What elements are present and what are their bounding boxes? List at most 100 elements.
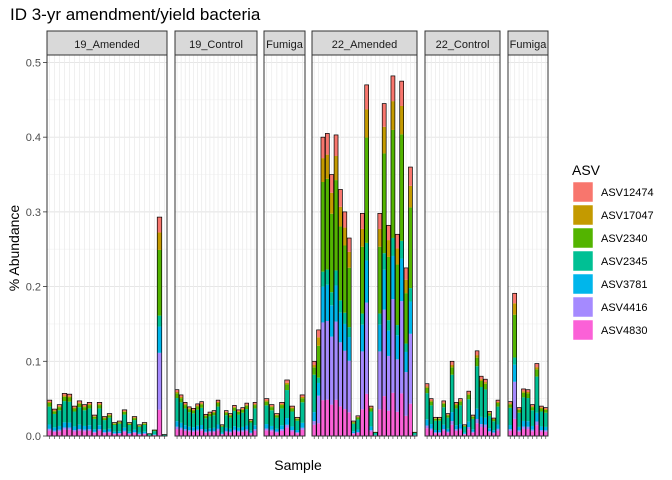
facet-panel: 22_Amended	[311, 30, 418, 439]
bar-segment	[325, 284, 330, 322]
bar-segment	[191, 431, 196, 436]
bar-stack	[294, 416, 300, 437]
bar-segment	[491, 430, 496, 433]
bar-segment	[369, 407, 374, 409]
bar-segment	[244, 429, 249, 432]
bar-stack	[394, 233, 400, 437]
bar-segment	[454, 430, 459, 436]
bar-segment	[437, 417, 442, 419]
bar-segment	[446, 417, 450, 429]
bar-segment	[521, 388, 526, 392]
bar-segment	[316, 377, 321, 383]
bar-segment	[175, 429, 179, 436]
bar-segment	[187, 426, 192, 431]
bar-segment	[338, 342, 343, 407]
bar-stack	[543, 407, 549, 437]
bar-segment	[491, 419, 496, 422]
bar-segment	[279, 408, 285, 426]
bar-segment	[212, 430, 216, 433]
bar-segment	[97, 404, 102, 406]
facet-strip	[46, 30, 168, 56]
bar-segment	[386, 330, 391, 356]
bar-segment	[122, 411, 127, 412]
bar-segment	[72, 407, 77, 409]
bar-segment	[67, 401, 72, 423]
y-tick-label: 0.4	[26, 132, 41, 144]
bar-segment	[483, 427, 488, 436]
bar-segment	[458, 424, 463, 429]
bar-segment	[526, 389, 530, 392]
bar-segment	[369, 408, 374, 412]
bar-segment	[232, 407, 237, 411]
bar-segment	[517, 431, 522, 436]
bar-stack	[342, 211, 348, 437]
bar-segment	[496, 400, 500, 402]
facet-strip	[174, 30, 258, 56]
bar-segment	[228, 432, 233, 436]
bar-segment	[491, 418, 496, 419]
bar-segment	[479, 427, 484, 436]
bar-segment	[224, 432, 229, 436]
bar-segment	[471, 418, 475, 430]
bar-segment	[534, 425, 539, 436]
bar-segment	[107, 414, 112, 416]
bar-segment	[433, 432, 438, 434]
bar-segment	[512, 314, 517, 358]
bar-segment	[62, 429, 67, 436]
bar-segment	[412, 432, 417, 435]
bar-segment	[496, 406, 500, 425]
bar-stack	[191, 408, 196, 437]
bar-segment	[395, 335, 400, 360]
bar-segment	[179, 398, 183, 403]
bar-segment	[122, 409, 127, 412]
bar-segment	[475, 423, 479, 436]
bar-segment	[454, 429, 459, 431]
bar-stack	[56, 404, 63, 437]
bar-segment	[342, 323, 347, 351]
bar-segment	[232, 429, 237, 432]
facet-strip	[507, 30, 549, 56]
bar-segment	[325, 178, 330, 270]
bar-segment	[487, 411, 492, 413]
legend: ASV ASV12474 ASV17047 ASV2340 ASV2345 ASV378…	[572, 162, 654, 341]
bar-stack	[224, 410, 229, 437]
bar-segment	[208, 431, 212, 433]
bar-stack	[91, 414, 98, 437]
bar-segment	[429, 405, 434, 425]
facet-panel: Fumiga	[263, 30, 306, 439]
bar-segment	[187, 430, 192, 432]
bar-segment	[102, 433, 107, 436]
bar-segment	[274, 415, 280, 418]
bar-segment	[295, 430, 300, 433]
bar-segment	[471, 416, 475, 417]
bar-segment	[97, 405, 102, 409]
bar-segment	[539, 406, 544, 408]
bar-segment	[175, 393, 179, 399]
bar-stack	[252, 402, 258, 437]
bar-stack	[311, 360, 317, 437]
bar-segment	[355, 431, 360, 433]
bar-segment	[458, 401, 463, 406]
bar-segment	[508, 429, 513, 431]
facet-strip-label: Fumiga	[266, 39, 304, 51]
bar-segment	[47, 430, 52, 436]
bar-segment	[203, 416, 208, 419]
bar-segment	[97, 402, 102, 405]
panel-background	[175, 55, 257, 436]
bar-segment	[329, 192, 334, 214]
bar-segment	[183, 404, 188, 406]
bar-segment	[512, 364, 517, 382]
bar-segment	[157, 409, 162, 436]
bar-stack	[521, 388, 526, 437]
bar-segment	[87, 429, 92, 431]
bar-segment	[479, 379, 484, 382]
bar-segment	[312, 421, 317, 425]
bar-segment	[517, 409, 522, 413]
bar-segment	[355, 432, 360, 436]
bar-segment	[399, 105, 404, 135]
bar-segment	[355, 415, 360, 417]
bar-segment	[454, 425, 459, 430]
bar-segment	[521, 420, 526, 427]
legend-label: ASV2340	[601, 233, 647, 245]
bar-segment	[312, 374, 317, 413]
